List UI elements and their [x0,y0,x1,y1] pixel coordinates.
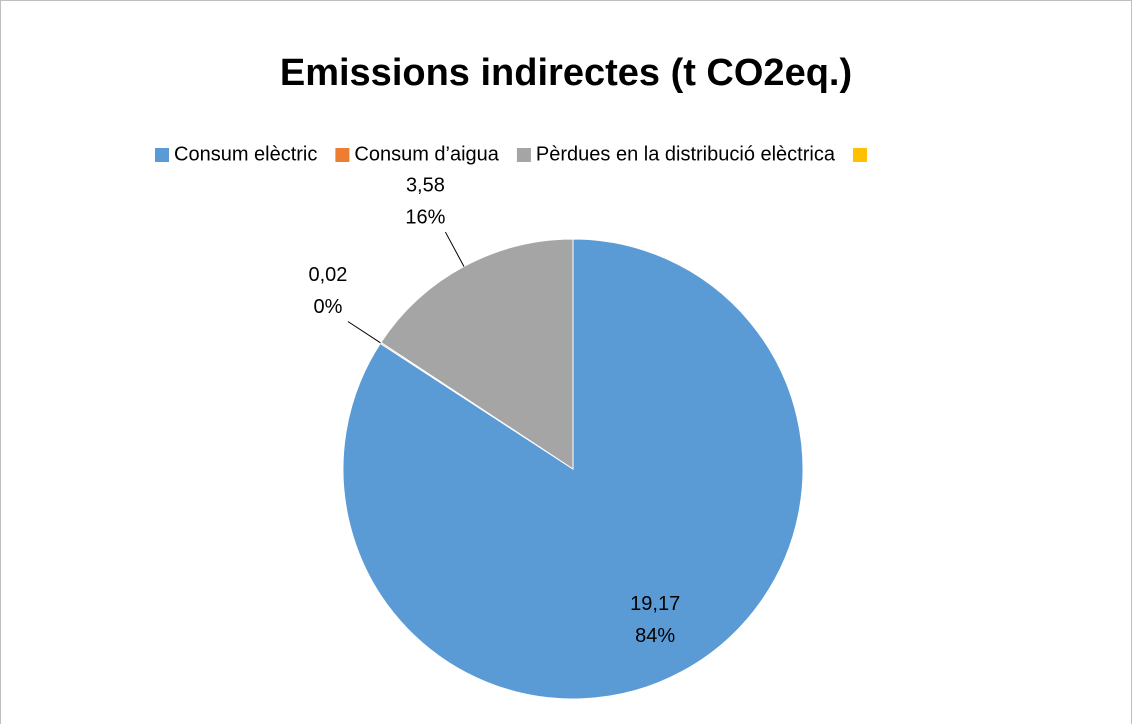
leader-line [347,321,381,344]
leader-line [444,231,465,267]
legend-swatch [335,148,350,162]
data-label: 3,58 [406,174,445,196]
data-label: 19,17 [630,593,680,615]
legend-label: Consum elèctric [174,143,317,165]
data-label: 0% [313,296,342,318]
legend-swatch [155,148,169,162]
data-label: 16% [405,206,445,228]
legend-label: Consum d’aigua [354,143,499,165]
legend-swatch [516,148,531,162]
chart-title: Emissions indirectes (t CO2eq.) [280,52,852,94]
data-label: 84% [635,625,675,647]
legend-label: Pèrdues en la distribució elèctrica [536,143,836,165]
data-label: 0,02 [308,264,347,286]
legend-swatch [852,148,867,162]
